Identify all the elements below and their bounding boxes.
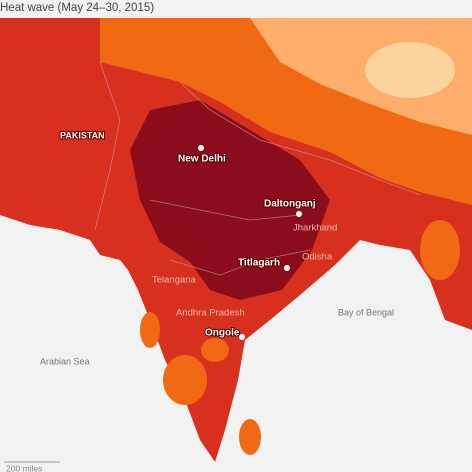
scale-label: 200 miles bbox=[6, 463, 42, 472]
city-label: Daltonganj bbox=[264, 199, 316, 210]
water-label: Bay of Bengal bbox=[338, 307, 394, 317]
land-warm bbox=[201, 338, 229, 362]
region-label: Telangana bbox=[152, 275, 197, 286]
land-cool bbox=[365, 42, 455, 98]
city-dot bbox=[239, 334, 245, 340]
sri-lanka bbox=[239, 419, 261, 455]
region-label: Jharkhand bbox=[293, 223, 337, 234]
city-label: Titlagarh bbox=[238, 258, 280, 269]
city-label: Ongole bbox=[205, 328, 240, 339]
city-dot bbox=[284, 265, 290, 271]
land-warm bbox=[420, 220, 460, 280]
map-title: Heat wave (May 24–30, 2015) bbox=[0, 2, 154, 14]
city-label: New Delhi bbox=[178, 154, 226, 165]
region-label: Andhra Pradesh bbox=[176, 308, 245, 319]
land-warm bbox=[140, 312, 160, 348]
city-dot bbox=[296, 211, 302, 217]
border bbox=[94, 61, 121, 231]
city-dot bbox=[198, 145, 204, 151]
country-label: PAKISTAN bbox=[60, 130, 105, 140]
border bbox=[169, 249, 311, 276]
water-label: Arabian Sea bbox=[40, 356, 90, 366]
border bbox=[149, 199, 301, 221]
region-label: Odisha bbox=[302, 252, 333, 263]
land-extreme bbox=[130, 100, 330, 300]
border bbox=[179, 81, 421, 196]
land-warm bbox=[163, 355, 207, 405]
